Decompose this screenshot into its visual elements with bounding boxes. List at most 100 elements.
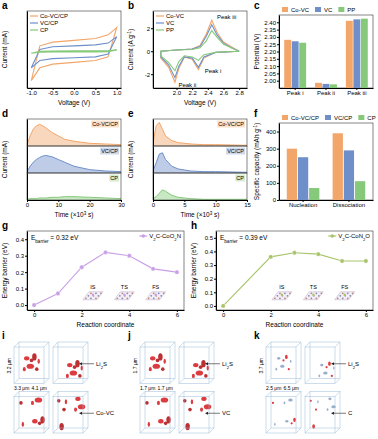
- tick: Peak i: [287, 88, 304, 96]
- series-line: [153, 190, 247, 199]
- cube-edge: [140, 392, 145, 397]
- data-point: [56, 291, 60, 295]
- tick-label: 100: [266, 180, 277, 186]
- text-part: O: [365, 233, 370, 239]
- tick-mark: [277, 59, 279, 60]
- y-axis-title: Energy barrier (eV): [190, 243, 198, 298]
- bar: [346, 21, 353, 88]
- legend-entry: VC: [315, 7, 333, 13]
- tick-mark: [214, 306, 216, 307]
- legend-swatch: [282, 115, 288, 120]
- tick-mark: [214, 265, 216, 266]
- inset-atom: [352, 292, 354, 294]
- tomography-blob: [285, 355, 288, 359]
- tomography-cube: [179, 392, 214, 434]
- tomography-blob: [272, 402, 274, 404]
- legend-entry: Co-VC: [156, 13, 185, 19]
- data-point: [364, 259, 368, 263]
- cube-edge: [209, 379, 214, 384]
- cube-edge: [296, 342, 301, 347]
- tomography-blob: [67, 363, 72, 367]
- text-part: VC/CP: [227, 148, 244, 154]
- tomography-blob: [35, 397, 43, 402]
- inset-atom: [342, 292, 344, 294]
- label-arrow: [81, 363, 94, 364]
- tick: 2.8: [235, 88, 244, 96]
- legend-entry: CP: [358, 115, 375, 121]
- text-part: Energy barrier (eV): [190, 243, 198, 298]
- tick: 2.10: [264, 64, 279, 70]
- inset-atom: [150, 295, 152, 297]
- x-axis-title: Reaction coordinate: [266, 321, 324, 328]
- tick-label: 5: [183, 202, 187, 208]
- axis-line: [27, 12, 28, 89]
- text-part: 3.7 μm: [258, 358, 264, 373]
- text-part: c: [254, 0, 260, 11]
- text-part: Potential (V): [253, 34, 261, 70]
- text-part: 1.7 μm: [158, 385, 173, 391]
- text-part: 4.1 μm: [32, 385, 47, 391]
- tick-mark: [277, 52, 279, 53]
- bar: [361, 19, 368, 88]
- tick: -0.5: [48, 88, 59, 96]
- tick-label: 2: [147, 26, 151, 32]
- text-part: 1.7 μm: [132, 358, 138, 373]
- tick: 0.1: [205, 290, 216, 296]
- tick: Dissociation: [333, 200, 365, 208]
- tick: 2: [147, 26, 153, 32]
- structure-inset: [335, 292, 355, 300]
- plot-frame: [27, 11, 121, 88]
- tick-mark: [277, 73, 279, 74]
- text-part: FS: [152, 284, 159, 290]
- legend-swatch: [338, 7, 344, 12]
- legend-swatch: [156, 29, 164, 30]
- tick-mark: [277, 66, 279, 67]
- y-axis-title: Current (mA): [1, 141, 9, 179]
- component-label: Co-VC: [96, 410, 115, 416]
- tick-label: 0.3: [205, 262, 214, 268]
- y-axis-title: Current (A g-1): [127, 29, 136, 70]
- axis-line: [28, 310, 185, 311]
- cube-edge: [305, 392, 310, 397]
- tick-label: 0: [222, 312, 226, 318]
- cube-edge: [305, 342, 310, 347]
- inset-atom: [148, 297, 150, 299]
- bar: [333, 133, 343, 200]
- component-label: Li2S: [348, 361, 359, 370]
- tomography-blob: [288, 368, 290, 370]
- tomography-blob: [78, 404, 86, 409]
- tomography-cube: [179, 342, 214, 384]
- series-line: [31, 28, 116, 81]
- tick-mark: [277, 183, 279, 184]
- tick: 2.2: [188, 88, 197, 96]
- cube-edge: [14, 428, 19, 433]
- tomography-blob: [327, 408, 329, 411]
- series-line: [34, 252, 177, 305]
- tick-label: Nucleation: [289, 202, 317, 208]
- tick: 4: [317, 310, 321, 318]
- panel-label-text: Co-VC/CP: [218, 121, 244, 127]
- legend-entry: VC: [156, 20, 175, 26]
- series-line: [31, 37, 116, 68]
- bar: [284, 40, 291, 88]
- annotation: Ebarrier = 0.32 eV: [31, 234, 79, 244]
- inset-atom: [158, 297, 160, 299]
- text-part: Current (A g: [127, 35, 135, 70]
- tick-label: 0.1: [205, 290, 214, 296]
- tick: 2.00: [264, 78, 279, 84]
- tick-label: 2.6: [220, 90, 229, 96]
- tick-label: 0: [147, 49, 151, 55]
- tomography-blob: [81, 365, 83, 370]
- tick-label: 0.0: [16, 302, 25, 308]
- inset-cell: [335, 292, 355, 300]
- tick-label: 2.8: [235, 90, 244, 96]
- panel-label-text: CP: [236, 175, 244, 181]
- axis-line: [280, 88, 374, 89]
- tick-label: 300: [266, 146, 277, 152]
- tick-label: 1.0: [113, 90, 122, 96]
- cube-edge: [53, 342, 58, 347]
- panel-label: CP: [109, 175, 119, 182]
- cube-edge: [209, 428, 214, 433]
- tick: 0.4: [205, 249, 216, 255]
- panel-label-bg: [226, 148, 245, 155]
